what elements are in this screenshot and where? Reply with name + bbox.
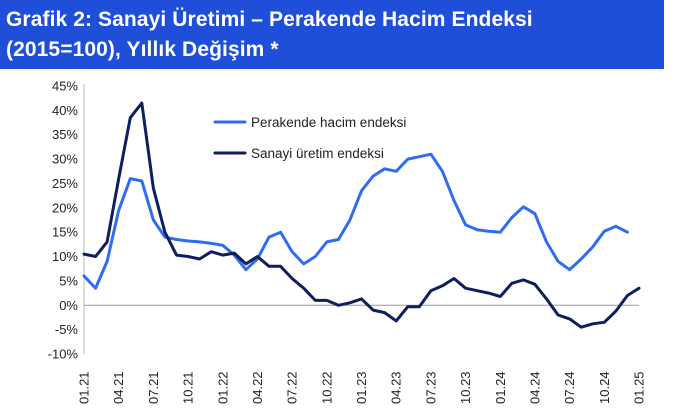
y-tick-label: 25% [52,176,78,191]
x-tick-label: 01.24 [493,371,508,404]
x-tick-label: 10.22 [319,371,334,404]
x-tick-label: 10.24 [597,371,612,404]
chart-series [82,101,641,329]
x-tick-label: 04.22 [250,371,265,404]
y-tick-label: 15% [52,225,78,240]
series-line-retail [82,152,629,290]
x-tick-label: 01.25 [632,371,647,404]
chart-axes: -10% -5% 0% 5% 10% 15% 20% 25% 30% 35% 40% 45% 01.21… [48,79,647,405]
y-tick-label: 30% [52,152,78,167]
x-tick-label: 04.24 [527,371,542,404]
chart-title-line-1: Grafik 2: Sanayi Üretimi – Perakende Hac… [6,8,533,31]
y-tick-label: 20% [52,200,78,215]
x-tick-label: 04.21 [111,371,126,404]
y-tick-label: -5% [55,322,79,337]
series-line-industrial [82,101,641,329]
x-tick-label: 10.23 [458,371,473,404]
x-tick-label: 04.23 [389,371,404,404]
x-tick-label: 01.23 [354,371,369,404]
chart-legend: Perakende hacim endeksi Sanayi üretim end… [213,115,406,161]
legend-label: Perakende hacim endeksi [251,115,406,130]
y-tick-label: 10% [52,249,78,264]
chart-title-banner: Grafik 2: Sanayi Üretimi – Perakende Hac… [0,0,664,69]
x-tick-label: 01.21 [77,371,92,404]
x-tick-label: 07.24 [562,371,577,404]
legend-label: Sanayi üretim endeksi [251,146,384,161]
x-tick-label: 01.22 [215,371,230,404]
x-tick-label: 07.23 [423,371,438,404]
y-tick-label: -10% [48,347,79,362]
x-tick-label: 10.21 [181,371,196,404]
x-tick-label: 07.21 [146,371,161,404]
y-tick-label: 45% [52,79,78,94]
x-tick-label: 07.22 [285,371,300,404]
y-tick-label: 0% [59,298,78,313]
chart-title-line-2: (2015=100), Yıllık Değişim * [6,38,279,61]
y-tick-label: 35% [52,127,78,142]
y-tick-label: 5% [59,273,78,288]
y-tick-label: 40% [52,103,78,118]
